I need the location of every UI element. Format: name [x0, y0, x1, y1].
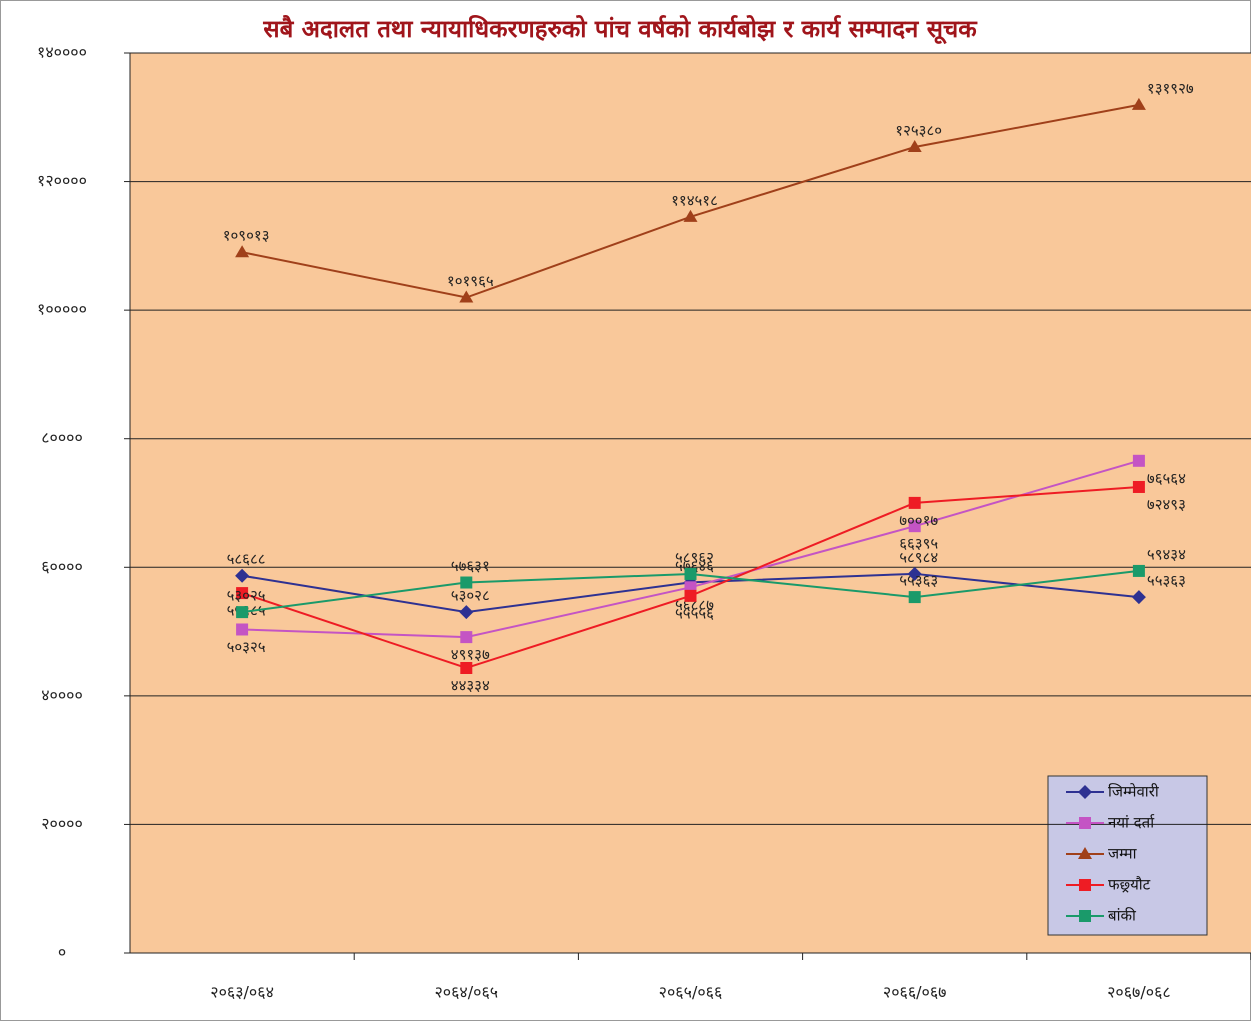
data-label: ७६५६४: [1147, 469, 1186, 487]
legend-label: नयां दर्ता: [1108, 814, 1155, 832]
legend-label: जम्मा: [1108, 845, 1138, 863]
data-point: [236, 587, 249, 600]
data-point: [460, 576, 473, 589]
y-tick-label: ६००००: [41, 557, 83, 576]
y-tick-label: ८००००: [41, 428, 83, 447]
legend: [1047, 775, 1208, 936]
legend-marker: [1078, 847, 1092, 859]
data-point: [908, 496, 921, 509]
data-label: १०१९६५: [447, 272, 494, 290]
legend-marker: [1078, 785, 1092, 799]
data-label: ५३०२८: [451, 587, 490, 605]
legend-marker: [1079, 910, 1091, 922]
data-label: ४९१३७: [451, 646, 490, 664]
data-label: १२५३८०: [895, 121, 942, 139]
data-label: ५९४३४: [1147, 545, 1186, 563]
data-label: ५८६८८: [227, 550, 266, 568]
chart-title: सबै अदालत तथा न्यायाधिकरणहरुको पांच वर्ष…: [262, 15, 978, 45]
y-tick-label: १४००००: [37, 43, 87, 62]
data-point: [459, 605, 474, 620]
data-label: ५५५५६: [675, 604, 714, 622]
data-point: [684, 567, 697, 580]
data-point: [236, 623, 249, 636]
data-point: [460, 661, 473, 674]
data-point: [1132, 480, 1145, 493]
legend-label: जिम्मेवारी: [1108, 783, 1160, 801]
data-label: ५८९८४: [899, 548, 938, 566]
data-point: [1131, 590, 1146, 605]
data-label: १३१९२७: [1147, 79, 1194, 97]
legend-label: फछ्र्यौट: [1108, 876, 1151, 894]
data-point: [684, 589, 697, 602]
y-tick-label: ०: [58, 943, 66, 962]
y-tick-label: २००००: [41, 814, 83, 833]
data-label: ५८९६२: [675, 548, 714, 566]
x-tick-label: २०६४/०६५: [434, 983, 498, 1002]
data-point: [683, 209, 698, 222]
y-tick-label: १२००००: [37, 171, 87, 190]
legend-marker: [1079, 817, 1091, 829]
data-point: [460, 631, 473, 644]
x-tick-label: २०६७/०६८: [1107, 983, 1171, 1002]
data-label: १०९०१३: [223, 227, 270, 245]
data-label: ५०३२५: [227, 638, 266, 656]
legend-marker: [1079, 879, 1091, 891]
x-tick-label: २०६६/०६७: [883, 983, 947, 1002]
data-label: ५७६३१: [451, 557, 490, 575]
legend-label: बांकी: [1108, 907, 1137, 925]
data-point: [1132, 564, 1145, 577]
data-label: ११४५१८: [671, 191, 718, 209]
data-point: [236, 606, 249, 619]
y-tick-label: १०००००: [37, 300, 87, 319]
x-tick-label: २०६५/०६६: [659, 983, 723, 1002]
data-point: [907, 139, 922, 152]
data-point: [235, 568, 250, 583]
data-point: [907, 566, 922, 581]
data-label: ५५३६३: [1147, 572, 1186, 590]
data-label: ५३०२५: [227, 587, 266, 605]
data-label: ७२४९३: [1147, 495, 1186, 513]
data-point: [235, 245, 250, 258]
y-tick-label: ४००००: [41, 685, 83, 704]
data-label: ५५३६३: [899, 572, 938, 590]
data-label: ४४३३४: [451, 676, 490, 694]
data-point: [459, 290, 474, 303]
data-point: [908, 591, 921, 604]
data-label: ७००१७: [899, 511, 938, 529]
data-point: [908, 520, 921, 533]
data-point: [1132, 454, 1145, 467]
data-label: ६६३९५: [899, 535, 938, 553]
x-tick-label: २०६३/०६४: [210, 983, 274, 1002]
data-point: [1131, 97, 1146, 110]
